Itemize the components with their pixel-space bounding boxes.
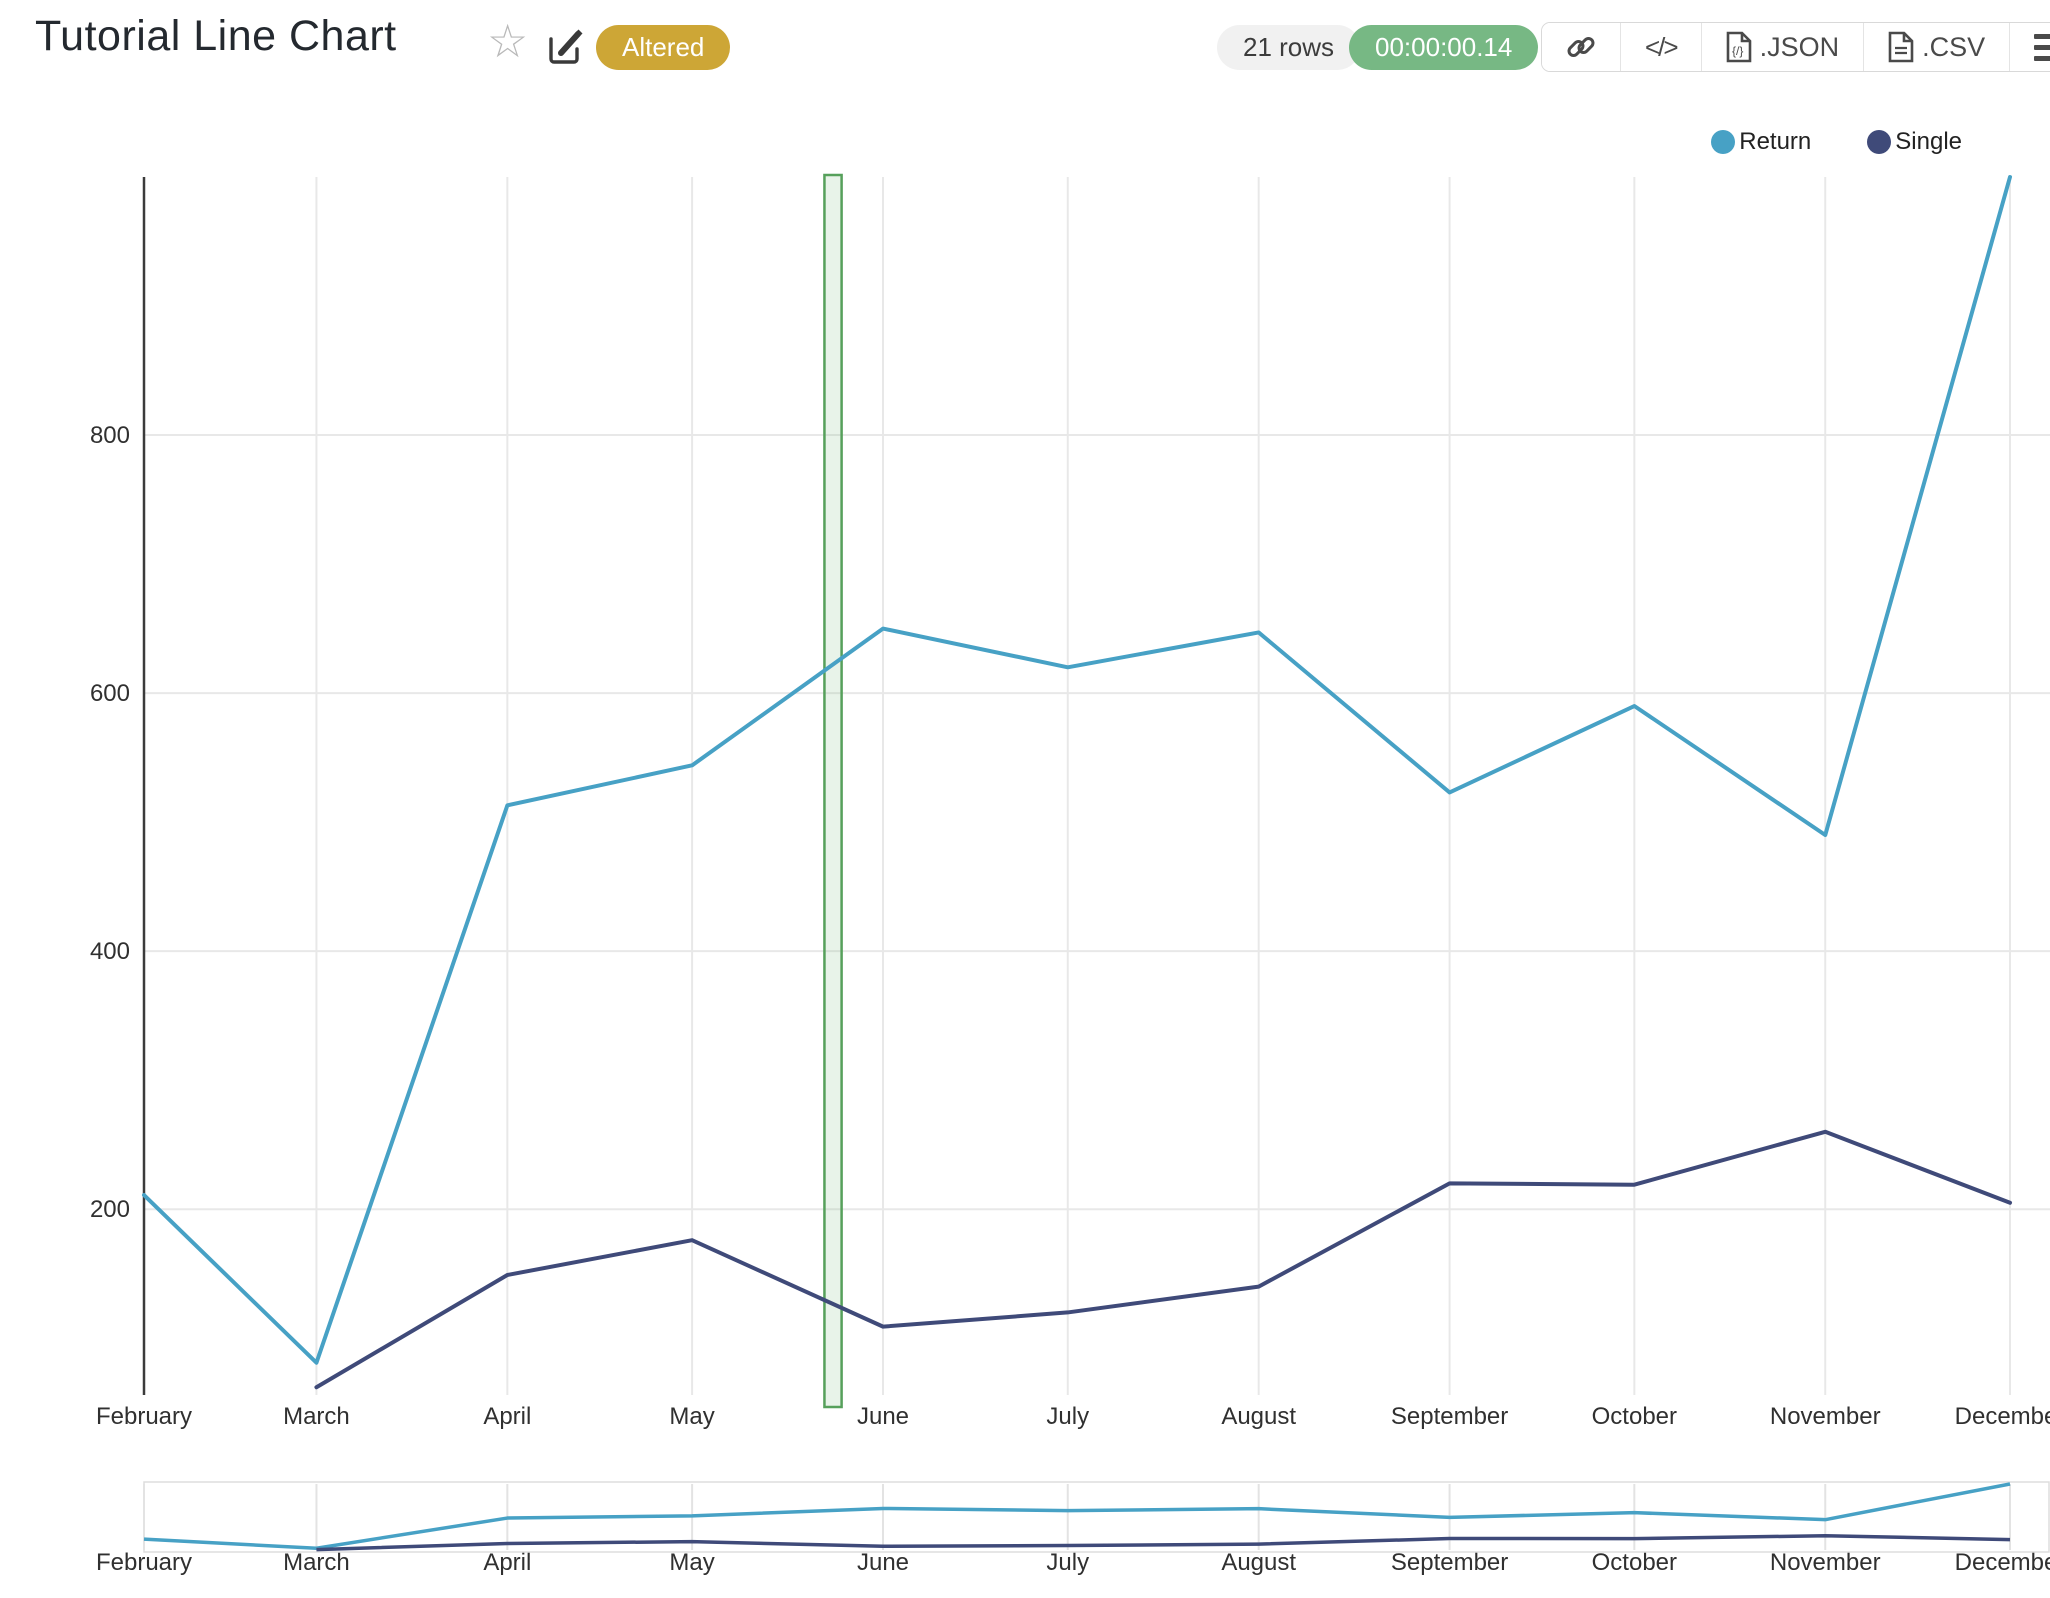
svg-text:February: February bbox=[96, 1549, 192, 1576]
link-icon bbox=[1567, 37, 1595, 57]
y-tick-labels: 200 400 600 800 bbox=[90, 422, 130, 1223]
edit-icon[interactable] bbox=[545, 27, 585, 67]
range-slider-line-return bbox=[143, 1482, 2011, 1551]
download-json-label: .JSON bbox=[1759, 31, 1840, 62]
range-slider[interactable] bbox=[143, 1481, 2050, 1553]
legend-dot-return bbox=[1711, 130, 1736, 154]
svg-text:600: 600 bbox=[90, 680, 130, 707]
favorite-star-icon[interactable]: ☆ bbox=[487, 15, 529, 67]
svg-text:February: February bbox=[96, 1403, 192, 1430]
csv-file-icon bbox=[1888, 31, 1914, 63]
svg-text:July: July bbox=[1046, 1549, 1089, 1576]
svg-text:August: August bbox=[1221, 1549, 1296, 1576]
svg-text:March: March bbox=[283, 1549, 350, 1576]
svg-text:December: December bbox=[1955, 1403, 2050, 1430]
svg-text:June: June bbox=[857, 1403, 909, 1430]
export-toolbar: </> {/} .JSON .CSV bbox=[1541, 22, 2050, 72]
row-count-badge: 21 rows bbox=[1217, 25, 1361, 70]
svg-text:September: September bbox=[1391, 1549, 1508, 1576]
legend-item-return[interactable]: Return bbox=[1711, 128, 1811, 156]
svg-text:October: October bbox=[1592, 1403, 1677, 1430]
svg-text:{/}: {/} bbox=[1732, 44, 1743, 58]
x-tick-labels-main: February March April May June July August Septe… bbox=[96, 1403, 2050, 1430]
svg-text:September: September bbox=[1391, 1403, 1508, 1430]
range-slider-line-single bbox=[316, 1533, 2011, 1552]
download-csv-label: .CSV bbox=[1922, 31, 1986, 62]
series-line-single[interactable] bbox=[314, 1129, 2012, 1390]
link-button[interactable] bbox=[1542, 23, 1621, 71]
svg-text:March: March bbox=[283, 1403, 350, 1430]
status-badge: Altered bbox=[596, 25, 731, 70]
legend-label-return: Return bbox=[1739, 128, 1812, 155]
svg-text:May: May bbox=[669, 1549, 714, 1576]
svg-text:August: August bbox=[1221, 1403, 1296, 1430]
svg-text:April: April bbox=[483, 1549, 531, 1576]
svg-text:200: 200 bbox=[90, 1196, 130, 1223]
svg-text:December: December bbox=[1955, 1549, 2050, 1576]
page-title: Tutorial Line Chart bbox=[35, 12, 397, 60]
chart-legend: Return Single bbox=[1711, 128, 1962, 156]
svg-text:November: November bbox=[1770, 1403, 1881, 1430]
menu-button[interactable] bbox=[2010, 23, 2050, 71]
gridlines bbox=[144, 177, 2050, 1395]
runtime-badge: 00:00:00.14 bbox=[1349, 25, 1539, 70]
download-csv-button[interactable]: .CSV bbox=[1864, 23, 2011, 71]
code-icon: </> bbox=[1645, 31, 1679, 62]
x-tick-labels-rangeslider: February March April May June July August Septe… bbox=[96, 1549, 2050, 1576]
header: Tutorial Line Chart ☆ Altered 21 rows 00… bbox=[0, 0, 2050, 80]
svg-text:July: July bbox=[1046, 1403, 1089, 1430]
legend-label-single: Single bbox=[1895, 128, 1962, 155]
svg-text:May: May bbox=[669, 1403, 714, 1430]
svg-text:June: June bbox=[857, 1549, 909, 1576]
legend-item-single[interactable]: Single bbox=[1867, 128, 1962, 156]
series-line-return[interactable] bbox=[142, 175, 2012, 1365]
highlight-band[interactable] bbox=[823, 173, 843, 1409]
embed-button[interactable]: </> bbox=[1621, 23, 1702, 71]
download-json-button[interactable]: {/} .JSON bbox=[1701, 23, 1865, 71]
svg-text:400: 400 bbox=[90, 938, 130, 965]
svg-text:April: April bbox=[483, 1403, 531, 1430]
json-file-icon: {/} bbox=[1726, 31, 1751, 63]
legend-dot-single bbox=[1867, 130, 1892, 154]
svg-text:November: November bbox=[1770, 1549, 1881, 1576]
svg-text:800: 800 bbox=[90, 422, 130, 449]
hamburger-icon bbox=[2034, 33, 2050, 61]
svg-text:October: October bbox=[1592, 1549, 1677, 1576]
